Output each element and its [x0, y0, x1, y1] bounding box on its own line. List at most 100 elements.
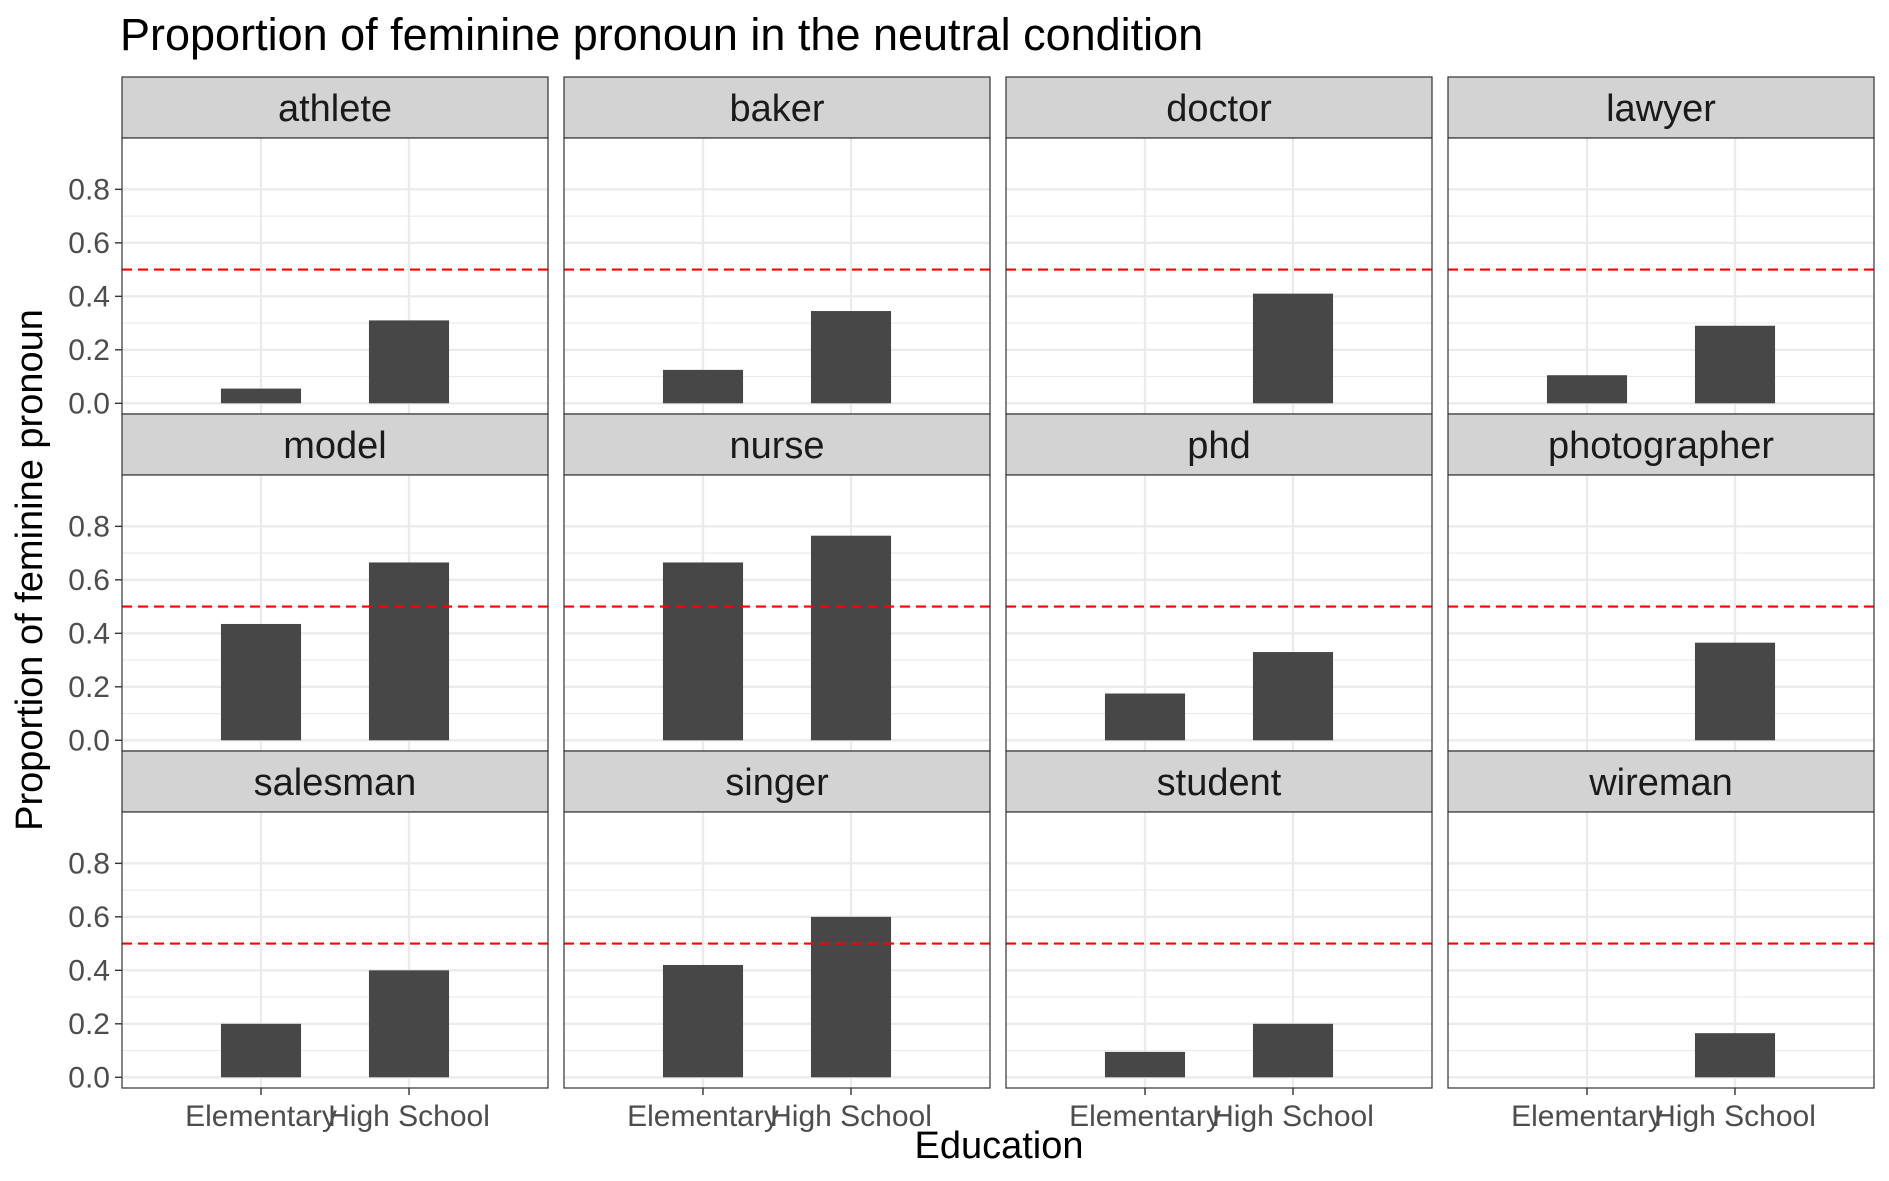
facet-label: wireman: [1588, 762, 1733, 804]
panel-background: [1006, 138, 1432, 414]
bar-nurse-high-school: [810, 535, 892, 741]
y-tick-label: 0.8: [68, 510, 110, 543]
panel-background: [1448, 475, 1874, 751]
y-tick-label: 0.2: [68, 1008, 110, 1041]
bar-singer-elementary: [662, 964, 744, 1078]
x-tick-label: Elementary: [1511, 1100, 1663, 1133]
y-tick-label: 0.6: [68, 227, 110, 260]
chart-title: Proportion of feminine pronoun in the ne…: [120, 9, 1203, 60]
facet-doctor: doctor: [1005, 76, 1433, 415]
panel-background: [564, 138, 990, 414]
bar-athlete-high-school: [368, 320, 450, 404]
panel-background: [1448, 812, 1874, 1088]
facet-strip: [563, 76, 991, 139]
panel-background: [1006, 812, 1432, 1088]
bar-student-elementary: [1104, 1051, 1186, 1078]
panel-border: [563, 811, 991, 1089]
facet-strip: [1005, 76, 1433, 139]
facet-label: phd: [1187, 425, 1250, 467]
bar-salesman-elementary: [220, 1023, 302, 1078]
facet-strip: [563, 413, 991, 476]
x-tick-label: High School: [328, 1100, 490, 1133]
facet-label: nurse: [729, 425, 824, 467]
facet-label: photographer: [1548, 425, 1774, 467]
y-tick-label: 0.6: [68, 901, 110, 934]
facet-label: student: [1157, 762, 1282, 804]
facet-model: model 0.0 0.2 0.4 0.6 0.8: [68, 413, 549, 757]
bar-student-high-school: [1252, 1023, 1334, 1078]
facet-photographer: photographer: [1447, 413, 1875, 752]
facet-strip: [1005, 413, 1433, 476]
facet-nurse: nurse: [563, 413, 991, 752]
y-tick-label: 0.2: [68, 334, 110, 367]
y-tick-label: 0.8: [68, 173, 110, 206]
y-axis-title: Proportion of feminine pronoun: [9, 309, 51, 831]
x-tick-label: High School: [1654, 1100, 1816, 1133]
bar-nurse-elementary: [662, 562, 744, 741]
bar-photographer-high-school: [1694, 642, 1776, 741]
bar-baker-high-school: [810, 311, 892, 404]
facet-label: salesman: [254, 762, 417, 804]
panel-background: [122, 812, 548, 1088]
x-tick-label: High School: [1212, 1100, 1374, 1133]
bar-phd-elementary: [1104, 693, 1186, 741]
y-tick-label: 0.8: [68, 847, 110, 880]
bar-athlete-elementary: [220, 388, 302, 404]
bar-model-elementary: [220, 623, 302, 741]
facet-label: lawyer: [1606, 88, 1716, 130]
facet-baker: baker: [563, 76, 991, 415]
y-tick-label: 0.4: [68, 617, 110, 650]
facet-phd: phd: [1005, 413, 1433, 752]
facet-label: baker: [729, 88, 824, 130]
panel-background: [1006, 475, 1432, 751]
bar-phd-high-school: [1252, 652, 1334, 741]
bar-model-high-school: [368, 562, 450, 741]
facet-strip: [121, 750, 549, 813]
x-tick-label: Elementary: [1069, 1100, 1221, 1133]
y-tick-label: 0.2: [68, 671, 110, 704]
panel-background: [564, 475, 990, 751]
y-tick-label: 0.0: [68, 724, 110, 757]
panel-border: [121, 811, 549, 1089]
y-tick-label: 0.4: [68, 954, 110, 987]
facet-label: athlete: [278, 88, 392, 130]
panel-background: [122, 475, 548, 751]
x-axis-title: Education: [914, 1125, 1083, 1167]
bar-doctor-high-school: [1252, 293, 1334, 404]
facet-strip: [563, 750, 991, 813]
bar-salesman-high-school: [368, 970, 450, 1078]
panel-border: [1447, 811, 1875, 1089]
facet-athlete: athlete 0.0 0.2 0.4 0.6 0.8: [68, 76, 549, 420]
bar-singer-high-school: [810, 916, 892, 1078]
facet-strip: [121, 413, 549, 476]
facet-label: doctor: [1166, 88, 1272, 130]
x-tick-label: Elementary: [185, 1100, 337, 1133]
facet-strip: [1005, 750, 1433, 813]
facet-strip: [121, 76, 549, 139]
facet-label: model: [283, 425, 387, 467]
y-tick-label: 0.6: [68, 564, 110, 597]
panel-border: [1005, 811, 1433, 1089]
facet-strip: [1447, 750, 1875, 813]
panel-background: [122, 138, 548, 414]
x-tick-label: High School: [770, 1100, 932, 1133]
bar-lawyer-elementary: [1546, 375, 1628, 404]
y-tick-label: 0.0: [68, 387, 110, 420]
x-tick-label: Elementary: [627, 1100, 779, 1133]
facet-panels: athlete 0.0 0.2 0.4 0.6 0.8 baker doctor lawyer m…: [68, 76, 1875, 1133]
panel-background: [564, 812, 990, 1088]
y-tick-label: 0.0: [68, 1061, 110, 1094]
facet-lawyer: lawyer: [1447, 76, 1875, 415]
y-tick-label: 0.4: [68, 280, 110, 313]
facet-label: singer: [725, 762, 829, 804]
bar-wireman-high-school: [1694, 1033, 1776, 1078]
bar-baker-elementary: [662, 369, 744, 404]
facet-strip: [1447, 76, 1875, 139]
panel-background: [1448, 138, 1874, 414]
bar-lawyer-high-school: [1694, 325, 1776, 404]
